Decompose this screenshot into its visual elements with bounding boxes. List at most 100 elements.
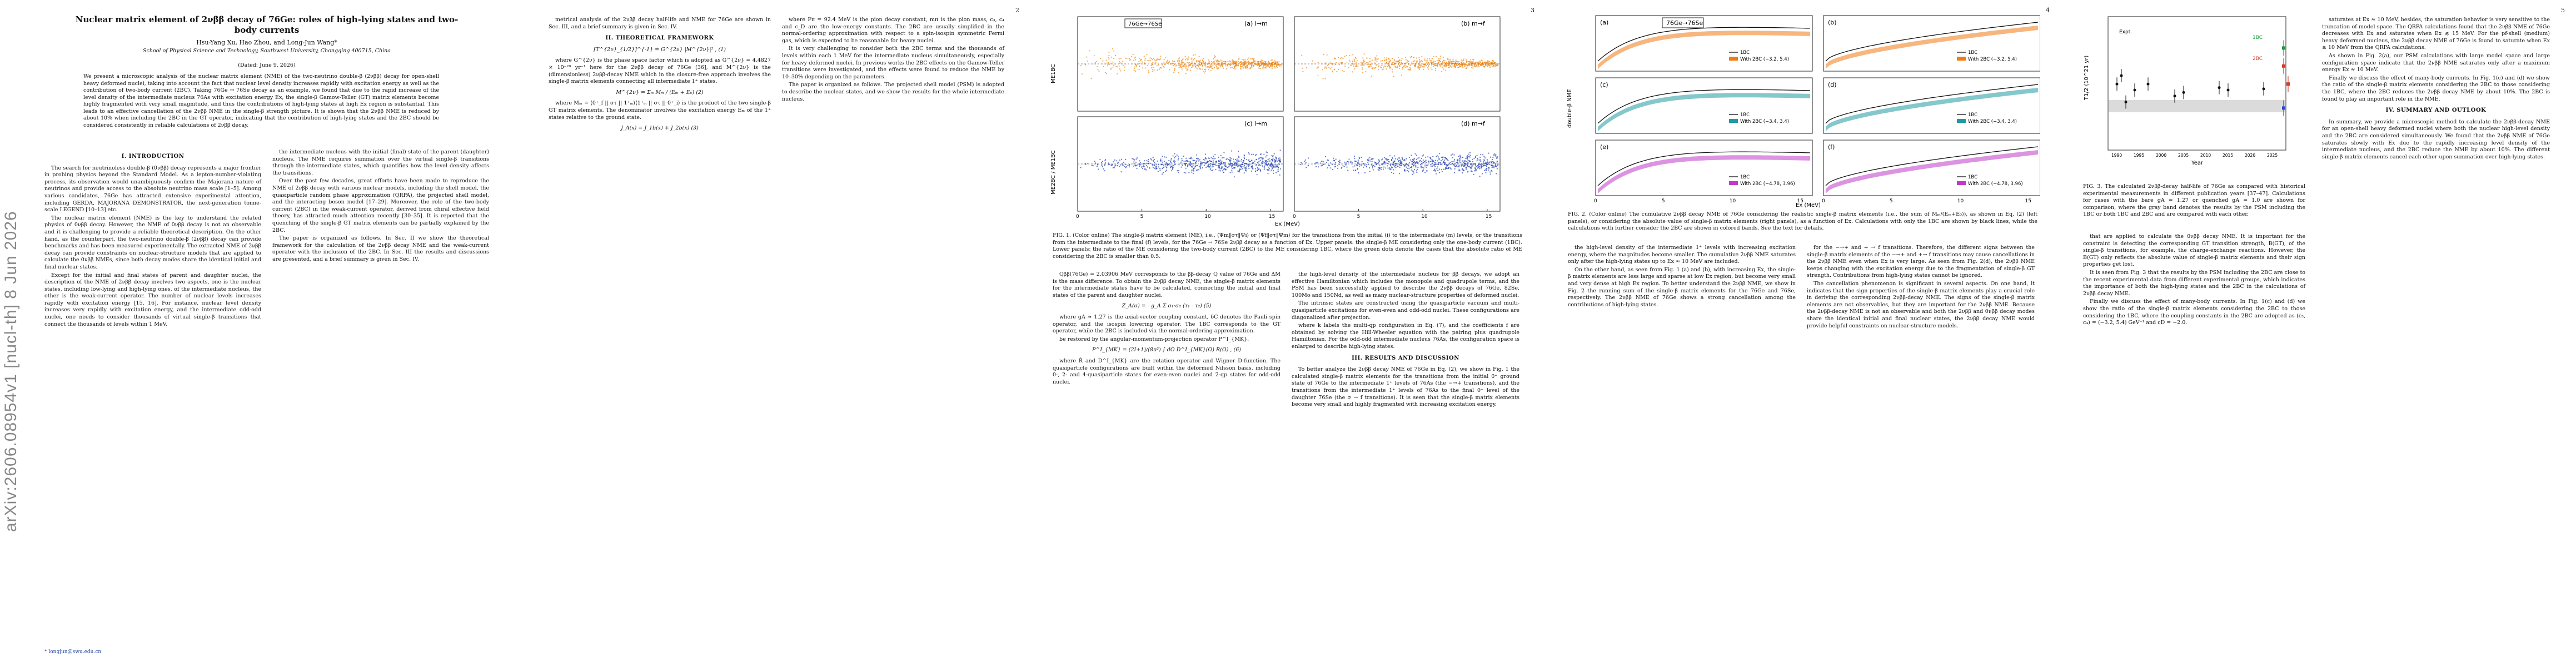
paragraph: the high-level density of the intermedia… [1568, 245, 1796, 265]
fig1-point [1386, 160, 1388, 161]
fig1-point [1484, 64, 1486, 66]
fig1-point [1321, 161, 1322, 162]
fig1-point [1183, 160, 1185, 162]
fig1-point [1265, 63, 1267, 65]
fig1-point [1451, 64, 1453, 66]
fig1-point [1387, 158, 1388, 160]
fig1-point [1190, 156, 1192, 158]
fig1-point [1397, 60, 1399, 62]
fig1-point [1093, 55, 1095, 57]
fig1-point [1472, 161, 1473, 162]
fig1-point [1392, 61, 1394, 63]
fig1-point [1451, 161, 1453, 163]
fig1-point [1376, 59, 1378, 61]
fig1-point [1185, 167, 1187, 169]
fig1-point [1234, 162, 1235, 164]
fig1-point [1457, 67, 1459, 68]
fig1-point [1431, 64, 1433, 66]
fig1-point [1479, 63, 1481, 64]
fig1-point [1152, 67, 1154, 68]
fig1-point [1372, 67, 1374, 68]
fig1-point [1376, 55, 1378, 57]
fig1-point [1419, 160, 1421, 162]
fig1-point [1242, 164, 1243, 166]
fig1-point [1414, 65, 1416, 67]
fig1-point [1443, 59, 1444, 61]
fig1-point [1469, 165, 1471, 167]
fig1-point [1397, 66, 1398, 67]
fig1-point [1245, 67, 1247, 69]
fig1-point [1198, 160, 1200, 162]
fig2-legend-swatch-2bc [1729, 119, 1738, 123]
fig1-point [1338, 161, 1339, 162]
fig1-point [1457, 161, 1458, 163]
fig1-point [1401, 74, 1402, 76]
fig1-point [1108, 162, 1109, 164]
fig1-point [1222, 66, 1223, 67]
fig1-point [1457, 166, 1459, 168]
fig1-point [1426, 166, 1427, 168]
fig1-point [1400, 63, 1402, 66]
fig1-x-tick-label: 0 [1076, 214, 1079, 220]
fig2-legend-label: With 2BC (−3.4, 3.4) [1740, 119, 1789, 125]
fig1-point [1238, 157, 1240, 158]
fig1-point [1392, 63, 1394, 66]
fig1-point [1122, 165, 1124, 166]
fig1-point [1316, 162, 1318, 164]
fig1-point [1218, 165, 1220, 167]
fig1-point [1372, 167, 1373, 169]
fig1-point [1139, 63, 1141, 64]
fig1-point [1361, 156, 1362, 158]
fig1-point [1258, 161, 1260, 162]
fig1-point [1122, 61, 1124, 62]
fig1-point [1439, 168, 1441, 170]
fig2-1bc-line [1597, 27, 1811, 62]
fig1-point [1220, 155, 1222, 156]
fig1-point [1166, 163, 1168, 165]
fig1-point [1362, 62, 1363, 64]
fig1-point [1239, 171, 1240, 173]
fig1-point [1203, 159, 1204, 161]
fig1-point [1486, 158, 1488, 160]
fig2-2bc-band [1826, 150, 2038, 193]
fig1-point [1339, 62, 1341, 64]
fig1-point [1436, 155, 1438, 157]
fig1-point [1468, 62, 1470, 64]
fig1-point [1483, 159, 1484, 161]
fig1-point [1333, 69, 1335, 71]
fig1-point [1384, 60, 1386, 62]
fig1-point [1239, 164, 1241, 166]
paragraph: Finally we discuss the effect of many-bo… [2322, 74, 2550, 102]
fig1-point [1329, 165, 1331, 167]
fig1-point [1268, 158, 1270, 160]
fig1-point [1234, 61, 1236, 63]
fig1-point [1097, 69, 1099, 71]
fig1-point [1413, 172, 1414, 174]
fig1-point [1398, 157, 1400, 159]
fig1-point [1322, 69, 1323, 71]
fig1-point [1266, 62, 1268, 64]
fig1-point [1407, 66, 1408, 68]
fig1-point [1386, 62, 1388, 63]
fig1-point [1155, 59, 1158, 61]
fig1-point [1090, 77, 1092, 79]
fig1-x-tick-label: 0 [1293, 214, 1296, 220]
fig1-point [1374, 166, 1376, 167]
fig2-legend-label: With 2BC (−4.78, 3.96) [1740, 181, 1795, 187]
fig1-point [1456, 165, 1457, 166]
fig1-point [1182, 65, 1183, 67]
fig1-point [1169, 161, 1171, 162]
fig1-point [1233, 63, 1234, 65]
fig1-point [1408, 171, 1409, 173]
author-email[interactable]: * longjun@swu.edu.cn [44, 649, 102, 655]
fig1-point [1449, 65, 1451, 67]
fig3-expt-point [2173, 94, 2176, 98]
fig1-point [1413, 162, 1414, 163]
fig1-point [1445, 66, 1447, 68]
fig2-xlabel: Ex (MeV) [1796, 202, 1821, 208]
fig1-point [1160, 158, 1162, 160]
fig1-point [1254, 171, 1256, 172]
fig1-point [1154, 167, 1155, 169]
fig1-point [1278, 158, 1279, 160]
fig1-point [1220, 59, 1222, 61]
